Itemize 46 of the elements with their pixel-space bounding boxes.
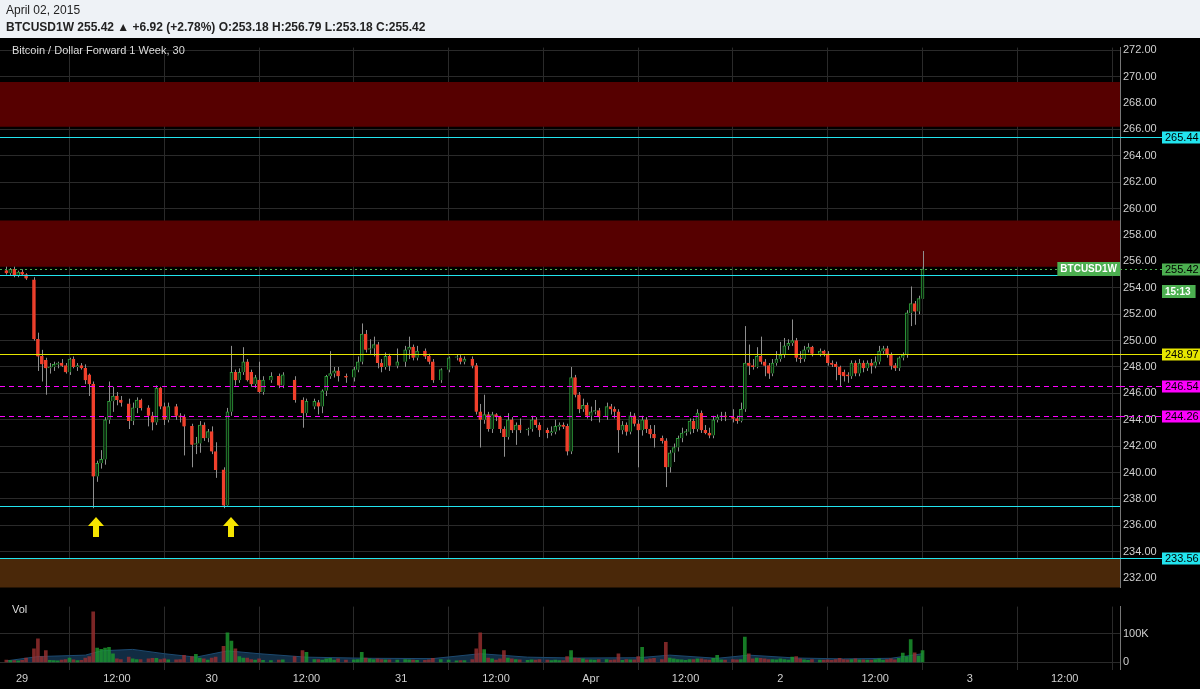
x-tick-label: 30 [205,672,218,685]
chart-title: Bitcoin / Dollar Forward 1 Week, 30 [12,44,185,56]
y-tick-label: 272.00 [1123,43,1157,56]
x-tick-label: Apr [582,672,600,685]
x-tick-label: 12:00 [671,672,700,685]
y-tick-label: 260.00 [1123,201,1157,214]
y-tick-label: 234.00 [1123,544,1157,557]
x-tick-label: 31 [395,672,408,685]
text: 15:13 [1165,285,1192,297]
y-tick-label: 248.00 [1123,360,1157,373]
y-tick-label: 246.00 [1123,386,1157,399]
x-tick-label: 12:00 [292,672,321,685]
y-tick-label: 256.00 [1123,254,1157,267]
chart-subtitle: BTCUSD1W 255.42 ▲ +6.92 (+2.78%) O:253.18 H:256.79 L:253.18 C:255.42 [6,19,426,36]
x-tick-label: 2 [777,672,784,685]
ref-line-label: 255.42 [1165,262,1199,275]
y-tick-label: 250.00 [1123,333,1157,346]
y-tick-label: 252.00 [1123,307,1157,320]
x-tick-label: 12:00 [103,672,131,685]
y-tick-label: 254.00 [1123,280,1157,293]
y-tick-label: 262.00 [1123,175,1157,188]
ref-line-label: 246.54 [1165,379,1199,392]
y-tick-label: 242.00 [1123,439,1157,452]
y-tick-label: 258.00 [1123,228,1157,241]
chart-title: Vol [12,603,28,615]
y-tick-label: 264.00 [1123,148,1157,161]
ref-line-label: 244.26 [1165,409,1199,422]
y-tick-label: 100K [1123,626,1150,639]
x-tick-label: 3 [966,672,973,685]
y-tick-label: 232.00 [1123,571,1157,584]
x-tick-label: 12:00 [482,672,510,685]
y-tick-label: 236.00 [1123,518,1157,531]
y-tick-label: 0 [1123,655,1130,668]
y-tick-label: 266.00 [1123,122,1157,135]
ref-line-label: 248.97 [1165,347,1199,360]
x-tick-label: 12:00 [861,672,889,685]
x-tick-label: 29 [15,672,29,685]
y-tick-label: 268.00 [1123,96,1157,109]
ref-line-label: 265.44 [1165,130,1199,143]
y-tick-label: 270.00 [1123,69,1157,82]
y-tick-label: 240.00 [1123,465,1157,478]
x-tick-label: 12:00 [1050,672,1079,685]
text: April 02, 2015 [6,2,82,19]
annotation: BTCUSD1W [1060,262,1118,274]
y-tick-label: 238.00 [1123,492,1157,504]
ref-line-label: 233.56 [1165,551,1199,564]
